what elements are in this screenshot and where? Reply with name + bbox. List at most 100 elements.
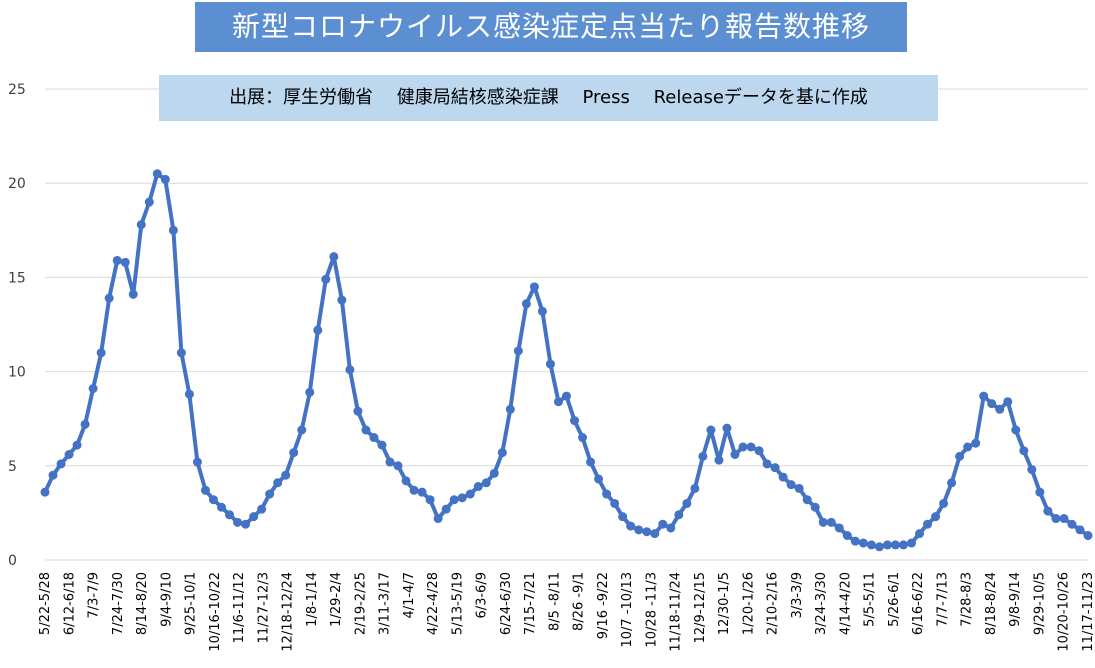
data-point [698, 451, 708, 461]
data-point [313, 325, 323, 335]
data-point [874, 542, 884, 552]
data-point [642, 527, 652, 537]
data-point [682, 498, 692, 508]
data-point [1083, 531, 1093, 541]
data-point [441, 504, 451, 514]
data-point [321, 274, 331, 284]
data-point [738, 442, 748, 452]
data-point [128, 289, 138, 299]
data-point [1035, 487, 1045, 497]
data-point [393, 461, 403, 471]
data-point [947, 478, 957, 488]
x-tick-label: 7/3-7/9 [87, 572, 102, 619]
x-tick-label: 8/18-8/24 [984, 572, 999, 635]
data-point [674, 510, 684, 520]
source-note: 出展：厚生労働省 健康局結核感染症課 Press Releaseデータを基に作成 [159, 75, 938, 121]
data-point [834, 523, 844, 533]
x-tick-label: 12/30-1/5 [717, 572, 732, 635]
data-point [297, 425, 307, 435]
x-tick-label: 5/22-5/28 [38, 572, 53, 635]
data-point [345, 365, 355, 375]
x-tick-label: 1/20-1/26 [741, 572, 756, 635]
data-point [529, 282, 539, 292]
data-point [369, 433, 379, 443]
x-tick-label: 12/18-12/24 [281, 572, 296, 652]
data-point [570, 416, 580, 426]
data-point [80, 419, 90, 429]
data-point [650, 529, 660, 539]
data-point [915, 529, 925, 539]
data-point [906, 538, 916, 548]
data-point [626, 521, 636, 531]
data-point [200, 485, 210, 495]
data-point [1003, 397, 1013, 407]
data-point [289, 448, 299, 458]
data-point [810, 502, 820, 512]
data-point [377, 440, 387, 450]
data-point [666, 523, 676, 533]
x-tick-label: 7/24-7/30 [111, 572, 126, 635]
x-tick-label: 8/26 -9/1 [572, 572, 587, 631]
y-tick-label: 15 [8, 270, 26, 286]
x-tick-label: 3/24-3/30 [814, 572, 829, 635]
data-point [241, 519, 251, 529]
data-point [754, 446, 764, 456]
y-tick-label: 0 [8, 553, 17, 569]
x-tick-label: 6/16-6/22 [911, 572, 926, 635]
x-tick-label: 3/3-3/9 [790, 572, 805, 619]
data-point [385, 457, 395, 467]
data-point [337, 295, 347, 305]
data-point [858, 538, 868, 548]
data-point [96, 348, 106, 358]
data-point [923, 519, 933, 529]
x-tick-label: 5/5-5/11 [863, 572, 878, 627]
data-point [939, 498, 949, 508]
data-point [890, 540, 900, 550]
data-point [40, 487, 50, 497]
data-point [778, 472, 788, 482]
data-point [425, 495, 435, 505]
x-tick-label: 9/16 -9/22 [596, 572, 611, 639]
data-point [1075, 525, 1085, 535]
data-point [144, 197, 154, 207]
x-tick-label: 9/25-10/1 [184, 572, 199, 635]
data-point [176, 348, 186, 358]
data-point [987, 399, 997, 409]
x-tick-label: 2/10-2/16 [766, 572, 781, 635]
data-point [489, 468, 499, 478]
x-tick-label: 1/29-2/4 [329, 572, 344, 627]
data-point [553, 397, 563, 407]
x-tick-label: 8/5 -8/11 [547, 572, 562, 631]
data-point [786, 480, 796, 490]
data-point [513, 346, 523, 356]
data-point [88, 384, 98, 394]
data-point [714, 455, 724, 465]
x-tick-label: 11/27-12/3 [256, 572, 271, 643]
data-point [802, 495, 812, 505]
x-tick-label: 12/9-12/15 [693, 572, 708, 643]
data-point [273, 478, 283, 488]
data-point [112, 255, 122, 265]
data-point [217, 502, 227, 512]
data-point [449, 495, 459, 505]
data-point [971, 438, 981, 448]
data-point [826, 517, 836, 527]
data-point [249, 512, 259, 522]
x-tick-label: 6/24-6/30 [499, 572, 514, 635]
data-point [1051, 514, 1061, 524]
x-tick-label: 11/18-11/24 [669, 572, 684, 652]
data-point [618, 512, 628, 522]
data-point [1011, 425, 1021, 435]
data-point [610, 498, 620, 508]
data-point [233, 517, 243, 527]
data-point [562, 391, 571, 401]
x-tick-label: 9/29-10/5 [1032, 572, 1047, 635]
data-point [361, 425, 371, 435]
data-point [409, 485, 419, 495]
chart-title: 新型コロナウイルス感染症定点当たり報告数推移 [195, 2, 907, 52]
data-point [497, 448, 507, 458]
data-point [417, 487, 427, 497]
data-point [955, 451, 965, 461]
data-point [48, 470, 58, 480]
data-point [265, 489, 275, 499]
